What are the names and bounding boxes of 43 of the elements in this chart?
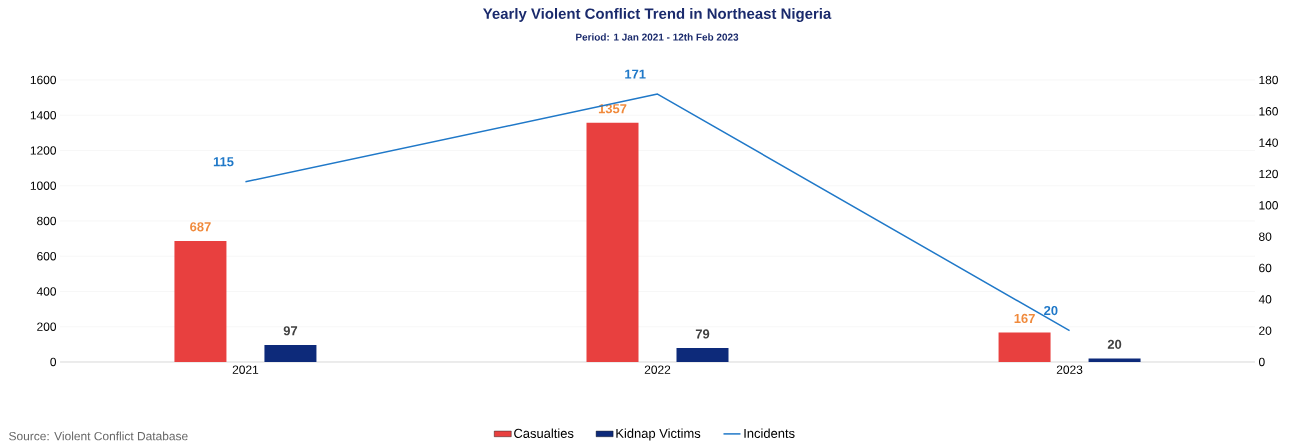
y-tick-label: 1000 — [30, 181, 57, 190]
data-label: 167 — [1014, 313, 1035, 324]
y2-tick-label: 60 — [1259, 263, 1272, 273]
bar — [1088, 358, 1141, 362]
bar — [264, 344, 317, 362]
y-tick-label: 200 — [37, 322, 57, 331]
bar — [174, 240, 227, 362]
bar — [586, 122, 639, 362]
y2-tick-label: 120 — [1259, 169, 1278, 179]
y-tick-label: 800 — [37, 216, 57, 226]
data-label: 20 — [1107, 339, 1122, 349]
y2-tick-label: 180 — [1259, 75, 1278, 85]
y-tick-label: 1600 — [30, 75, 57, 85]
y-tick-label: 400 — [36, 287, 57, 296]
y2-tick-label: 160 — [1259, 107, 1278, 116]
x-tick-label: 2023 — [1056, 365, 1083, 374]
data-label: 115 — [213, 157, 234, 167]
data-label: 79 — [695, 329, 710, 339]
y2-tick-label: 80 — [1259, 232, 1272, 241]
legend-label: Incidents — [744, 428, 795, 438]
x-tick-label: 2022 — [644, 365, 671, 374]
bar — [676, 348, 729, 362]
y-tick-label: 600 — [37, 252, 57, 261]
data-label: 97 — [283, 326, 298, 336]
data-label: 20 — [1044, 305, 1058, 316]
data-label: 171 — [625, 69, 646, 79]
legend-label: Kidnap Victims — [616, 428, 701, 441]
y2-tick-label: 100 — [1259, 201, 1278, 210]
bar — [998, 332, 1051, 362]
data-label: 687 — [190, 222, 211, 232]
y-tick-label: 1400 — [30, 111, 57, 120]
y2-tick-label: 0 — [1258, 357, 1265, 367]
y2-tick-label: 40 — [1258, 295, 1272, 304]
y2-tick-label: 140 — [1259, 138, 1278, 147]
y-tick-label: 1200 — [30, 146, 57, 155]
x-tick-label: 2021 — [232, 365, 259, 374]
y-tick-label: 0 — [50, 357, 57, 367]
chart-subtitle: Period: 1 Jan 2021 - 12th Feb 2023 — [576, 33, 739, 41]
legend-label: Casualties — [514, 428, 574, 438]
data-label: 1357 — [598, 104, 627, 114]
y2-tick-label: 20 — [1259, 326, 1272, 335]
source-note: Source: Violent Conflict Database — [9, 431, 188, 441]
chart-title: Yearly Violent Conflict Trend in Northeast Nigeria — [483, 7, 832, 22]
